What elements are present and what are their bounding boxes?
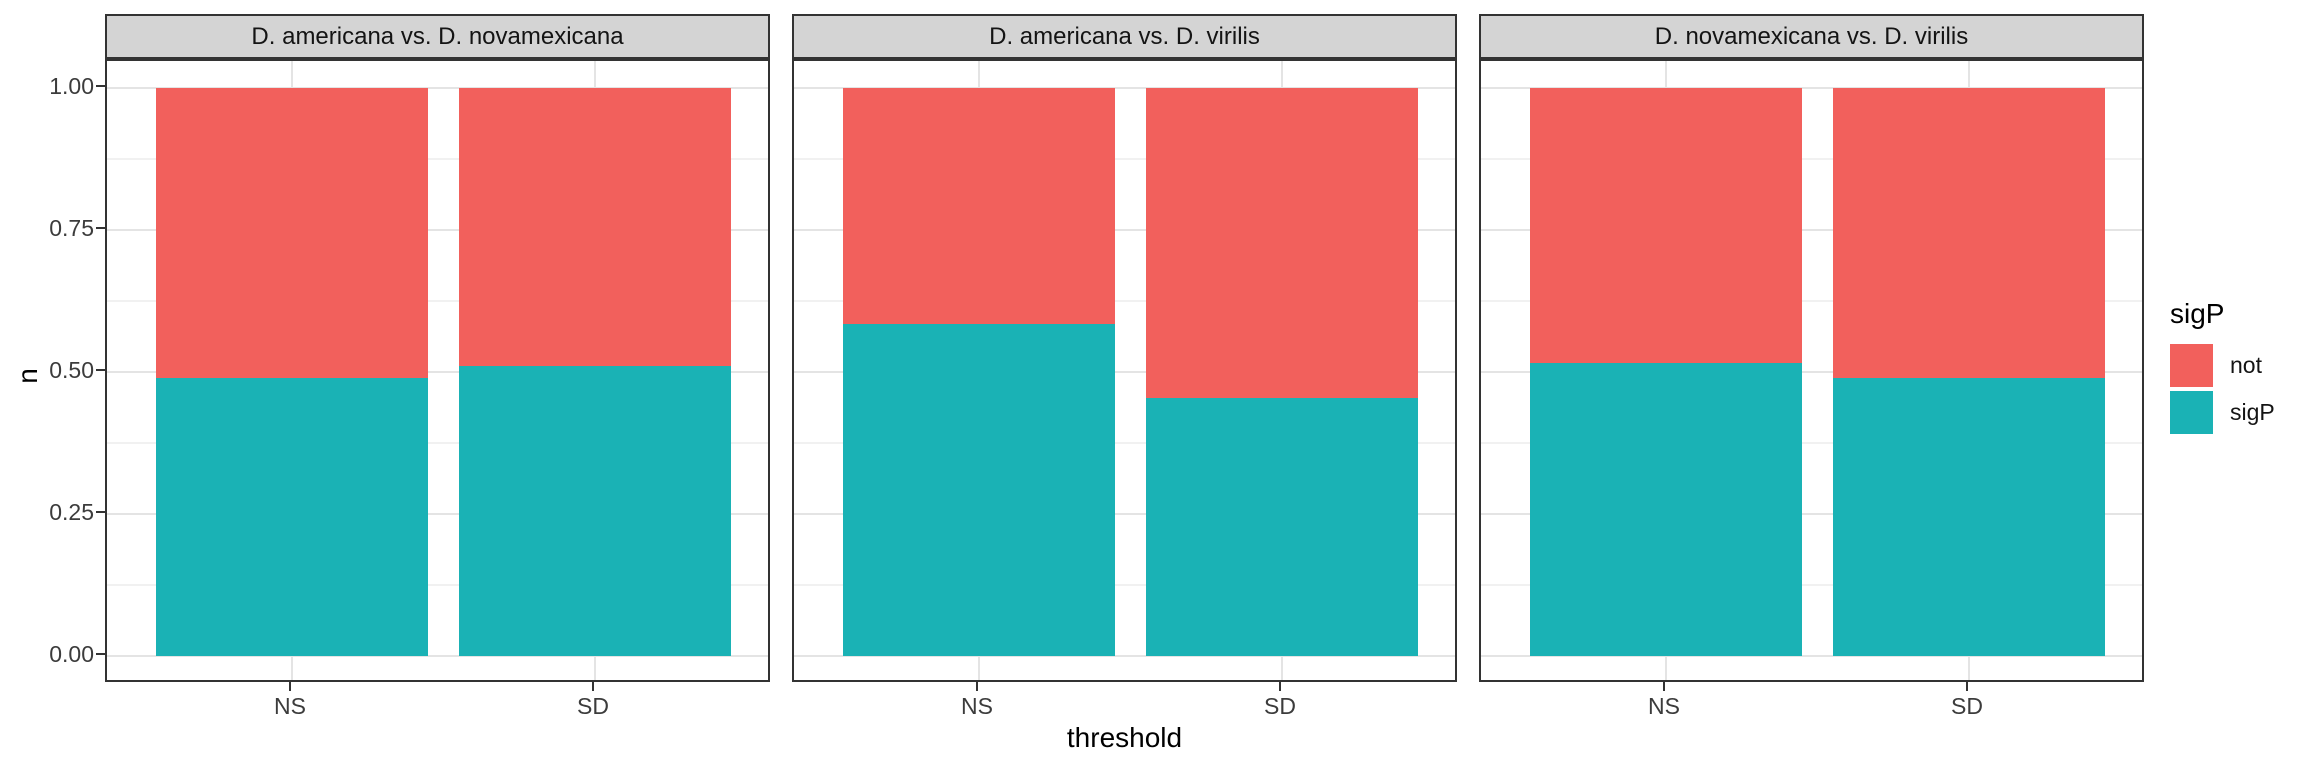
gridline-minor-h: [1481, 158, 2142, 160]
facet-strip: D. novamexicana vs. D. virilis: [1479, 14, 2144, 59]
legend-key-sigp-swatch: [2170, 391, 2213, 434]
gridline-major-h: [107, 655, 768, 657]
gridline-major-h: [794, 371, 1455, 373]
y-tick-label: 1.00: [49, 73, 94, 99]
gridline-major-h: [794, 87, 1455, 89]
gridline-major-h: [794, 513, 1455, 515]
bar-segment-not: [1530, 88, 1802, 364]
gridline-minor-h: [107, 300, 768, 302]
gridline-minor-h: [1481, 300, 2142, 302]
facet-title: D. americana vs. D. novamexicana: [251, 22, 624, 50]
bar-segment-sigp: [156, 377, 428, 656]
facet-panel: [105, 59, 770, 682]
x-tick-mark: [976, 682, 978, 691]
gridline-minor-h: [107, 442, 768, 444]
gridline-minor-h: [794, 158, 1455, 160]
x-tick-mark: [1279, 682, 1281, 691]
gridline-minor-h: [1481, 442, 2142, 444]
y-tick-label: 0.25: [49, 499, 94, 525]
legend-entry-sigp: sigP: [2170, 391, 2304, 434]
bar-segment-not: [1833, 88, 2105, 378]
gridline-major-h: [1481, 513, 2142, 515]
gridline-minor-h: [794, 300, 1455, 302]
y-tick-mark: [96, 653, 105, 655]
bar-segment-not: [1146, 88, 1418, 398]
facet-title: D. americana vs. D. virilis: [989, 22, 1260, 50]
gridline-minor-h: [794, 584, 1455, 586]
x-tick-label: SD: [1264, 693, 1296, 719]
bar-segment-not: [843, 88, 1115, 324]
gridline-major-h: [1481, 229, 2142, 231]
gridline-major-h: [107, 87, 768, 89]
legend-label-sigp: sigP: [2230, 399, 2275, 425]
x-tick-label: NS: [274, 693, 306, 719]
gridline-minor-h: [107, 584, 768, 586]
x-tick-label: SD: [1951, 693, 1983, 719]
gridline-major-h: [107, 371, 768, 373]
gridline-minor-h: [1481, 584, 2142, 586]
x-tick-mark: [289, 682, 291, 691]
y-tick-label: 0.75: [49, 215, 94, 241]
facet-strip: D. americana vs. D. virilis: [792, 14, 1457, 59]
bar-segment-sigp: [459, 366, 731, 656]
y-tick-mark: [96, 511, 105, 513]
facet-title: D. novamexicana vs. D. virilis: [1654, 22, 1969, 50]
bar-segment-sigp: [1833, 377, 2105, 656]
gridline-major-h: [794, 655, 1455, 657]
legend-label-not: not: [2230, 352, 2262, 378]
facet-strip: D. americana vs. D. novamexicana: [105, 14, 770, 59]
gridline-minor-h: [794, 442, 1455, 444]
legend-entry-not: not: [2170, 344, 2304, 387]
bar-segment-not: [459, 88, 731, 367]
bar-segment-not: [156, 88, 428, 378]
legend: sigP not sigP: [2162, 298, 2304, 438]
x-tick-mark: [592, 682, 594, 691]
bar-segment-sigp: [1530, 363, 1802, 656]
facet-panel: [1479, 59, 2144, 682]
x-tick-label: SD: [577, 693, 609, 719]
x-tick-mark: [1966, 682, 1968, 691]
y-tick-mark: [96, 85, 105, 87]
y-tick-mark: [96, 369, 105, 371]
gridline-minor-h: [107, 158, 768, 160]
y-tick-label: 0.00: [49, 641, 94, 667]
legend-key-not-swatch: [2170, 344, 2213, 387]
gridline-major-h: [1481, 655, 2142, 657]
bar-segment-sigp: [843, 323, 1115, 656]
y-tick-label: 0.50: [49, 357, 94, 383]
gridline-major-h: [794, 229, 1455, 231]
x-tick-mark: [1663, 682, 1665, 691]
legend-title: sigP: [2170, 298, 2225, 329]
x-tick-label: NS: [1648, 693, 1680, 719]
facet-panel: [792, 59, 1457, 682]
bar-segment-sigp: [1146, 397, 1418, 656]
y-tick-mark: [96, 227, 105, 229]
x-axis-title: threshold: [1066, 722, 1183, 753]
gridline-major-h: [1481, 87, 2142, 89]
gridline-major-h: [1481, 371, 2142, 373]
gridline-major-h: [107, 513, 768, 515]
x-tick-label: NS: [961, 693, 993, 719]
gridline-major-h: [107, 229, 768, 231]
